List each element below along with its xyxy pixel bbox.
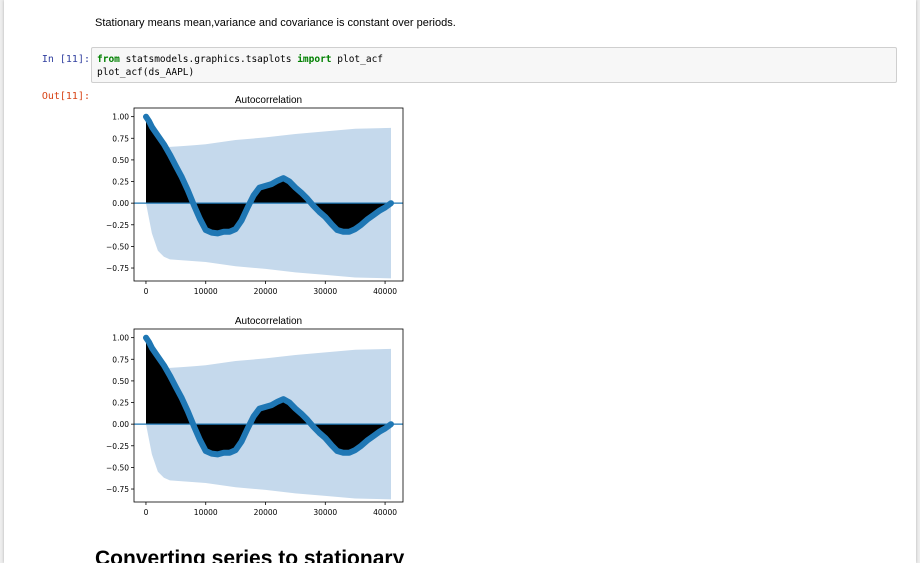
markdown-cell-text: Stationary means mean,variance and covar… bbox=[95, 17, 456, 29]
chart-title: Autocorrelation bbox=[235, 316, 302, 327]
acf-chart-1: Autocorrelation 1.00 0.75 0.50 0.25 0.00 −0.25… bbox=[90, 90, 420, 305]
acf-series-line bbox=[143, 113, 394, 237]
chart-title: Autocorrelation bbox=[235, 95, 302, 106]
acf-chart-2: Autocorrelation 1.00 0.75 0.50 0.25 0.00 −0.25… bbox=[90, 311, 420, 526]
y-tick-label: −0.25 bbox=[106, 221, 129, 230]
code-keyword-import: import bbox=[297, 54, 332, 65]
y-tick-label: 0.25 bbox=[112, 399, 129, 408]
y-tick-label: 0.50 bbox=[112, 156, 129, 165]
x-tick-label: 30000 bbox=[313, 287, 337, 296]
acf-series-line bbox=[143, 334, 394, 458]
code-line-2: plot_acf(ds_AAPL) bbox=[97, 67, 195, 78]
y-tick-label: 0.75 bbox=[112, 355, 129, 364]
acf-chart-2-svg: Autocorrelation 1.00 0.75 0.50 0.25 0.00 −0.25… bbox=[106, 316, 404, 517]
section-heading: Converting series to stationary bbox=[95, 547, 405, 563]
x-tick-label: 20000 bbox=[254, 508, 278, 517]
acf-chart-1-svg: Autocorrelation 1.00 0.75 0.50 0.25 0.00 −0.25… bbox=[106, 95, 404, 296]
y-tick-label: −0.75 bbox=[106, 264, 129, 273]
y-tick-label: 0.00 bbox=[112, 420, 129, 429]
y-tick-label: −0.50 bbox=[106, 242, 129, 251]
y-tick-label: −0.50 bbox=[106, 463, 129, 472]
output-prompt: Out[11]: bbox=[41, 91, 90, 102]
x-tick-label: 30000 bbox=[313, 508, 337, 517]
code-import-name: plot_acf bbox=[331, 54, 384, 65]
code-module: statsmodels.graphics.tsaplots bbox=[119, 54, 298, 65]
notebook-page: Stationary means mean,variance and covar… bbox=[4, 0, 916, 563]
y-tick-label: 1.00 bbox=[112, 113, 129, 122]
y-tick-label: 1.00 bbox=[112, 334, 129, 343]
x-tick-label: 10000 bbox=[194, 287, 218, 296]
y-tick-label: −0.25 bbox=[106, 442, 129, 451]
y-tick-label: 0.25 bbox=[112, 178, 129, 187]
input-prompt: In [11]: bbox=[41, 54, 90, 65]
plot-frame bbox=[133, 328, 404, 503]
y-tick-label: −0.75 bbox=[106, 485, 129, 494]
y-tick-label: 0.50 bbox=[112, 377, 129, 386]
y-tick-label: 0.00 bbox=[112, 199, 129, 208]
acf-fill bbox=[146, 116, 391, 234]
plot-frame bbox=[133, 107, 404, 282]
x-tick-label: 0 bbox=[144, 287, 149, 296]
x-tick-label: 20000 bbox=[254, 287, 278, 296]
code-cell-editor[interactable]: from statsmodels.graphics.tsaplots impor… bbox=[91, 47, 897, 83]
x-tick-label: 0 bbox=[144, 508, 149, 517]
x-tick-label: 40000 bbox=[373, 287, 397, 296]
y-tick-label: 0.75 bbox=[112, 134, 129, 143]
code-keyword-from: from bbox=[97, 54, 120, 65]
x-tick-label: 40000 bbox=[373, 508, 397, 517]
acf-fill bbox=[146, 337, 391, 455]
x-tick-label: 10000 bbox=[194, 508, 218, 517]
